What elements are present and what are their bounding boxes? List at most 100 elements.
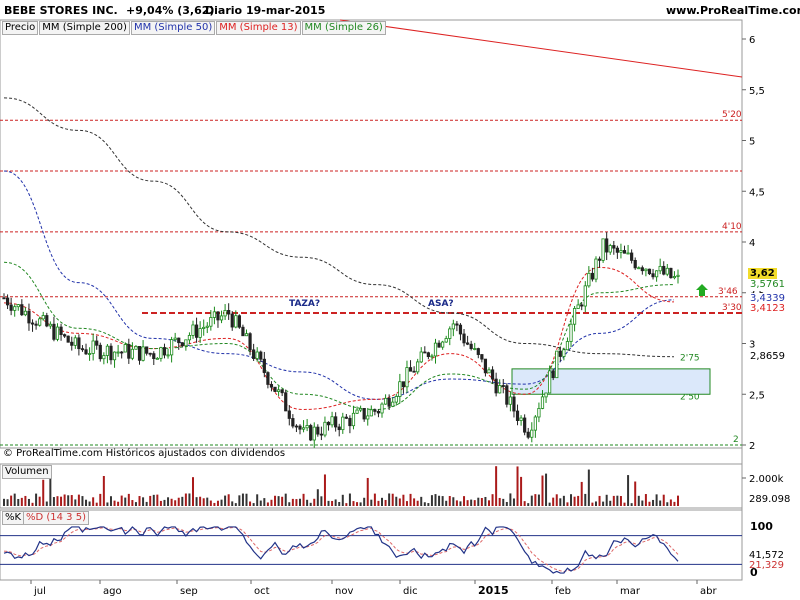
legend-ma26[interactable]: MM (Simple 26) <box>301 21 386 35</box>
volume-bar <box>466 500 469 506</box>
volume-bar <box>20 497 23 506</box>
candle-body <box>134 346 138 350</box>
volume-bar <box>459 501 462 506</box>
volume-bar <box>316 489 319 506</box>
volume-bar <box>159 500 162 506</box>
stoch-k-label[interactable]: %K <box>2 511 25 525</box>
volume-bar <box>31 502 34 506</box>
volume-bar <box>134 502 137 506</box>
volume-bar <box>256 494 259 506</box>
volume-bar <box>448 496 451 506</box>
candle-body <box>259 351 263 360</box>
candle-body <box>423 351 427 354</box>
volume-bar <box>570 494 573 506</box>
candle-body <box>70 341 74 346</box>
candle-body <box>565 341 570 351</box>
candle-body <box>305 425 309 429</box>
candle-body <box>455 323 459 326</box>
candle-body <box>416 361 420 373</box>
candle-body <box>619 250 623 253</box>
volume-bar <box>666 502 669 506</box>
volume-bar <box>373 493 376 506</box>
stoch-k-value: 41,572 <box>749 550 784 561</box>
volume-bar <box>612 495 615 506</box>
candle-body <box>608 245 612 253</box>
volume-bar <box>35 493 38 506</box>
chart-header: BEBE STORES INC. +9,04% (3,62) Diario 19… <box>0 0 800 20</box>
stoch-d-label[interactable]: %D (14 3 5) <box>23 511 89 525</box>
legend-ma50[interactable]: MM (Simple 50) <box>130 21 216 35</box>
volume-bar <box>238 495 241 506</box>
volume-bar <box>202 498 205 506</box>
volume-bar <box>548 502 551 506</box>
candle-body <box>2 297 6 300</box>
candle-body <box>205 325 209 328</box>
candle-body <box>219 315 224 321</box>
volume-bar <box>60 496 63 506</box>
candle-body <box>437 342 441 348</box>
volume-bar <box>655 494 658 506</box>
legend-ma13[interactable]: MM (Simple 13) <box>216 21 301 35</box>
volume-bar <box>338 501 341 506</box>
volume-bar <box>259 500 262 506</box>
candle-body <box>141 346 145 361</box>
volume-bar <box>156 494 159 506</box>
volume-bar <box>288 502 291 506</box>
candle-body <box>52 323 56 340</box>
volume-bar <box>327 500 330 506</box>
stoch-tick-100: 100 <box>750 520 773 533</box>
candle-body <box>148 352 152 355</box>
candle-body <box>291 418 295 427</box>
candle-body <box>209 317 213 327</box>
ma200-badge: 2,8659 <box>748 351 787 363</box>
candle-body <box>544 392 548 398</box>
candle-body <box>55 326 60 340</box>
candle-body <box>145 346 149 354</box>
volume-bar <box>438 495 441 506</box>
candle-body <box>266 372 270 385</box>
volume-bar <box>302 493 305 506</box>
candle-body <box>319 433 323 436</box>
annotation-taza: TAZA? <box>289 299 320 309</box>
x-axis-label: abr <box>700 586 717 597</box>
candle-body <box>45 315 49 327</box>
stoch-k-line <box>3 526 679 574</box>
volume-label[interactable]: Volumen <box>2 465 52 479</box>
candle-body <box>465 342 470 345</box>
candle-body <box>387 397 391 407</box>
candle-body <box>330 416 334 426</box>
candle-body <box>548 370 552 394</box>
level-label: 3'30 <box>722 303 742 313</box>
volume-bar <box>434 494 437 506</box>
legend-price[interactable]: Precio <box>2 21 39 35</box>
volume-bar <box>170 498 173 506</box>
volume-bar <box>545 473 548 506</box>
annotation-asa: ASA? <box>428 299 454 309</box>
legend-ma200[interactable]: MM (Simple 200) <box>39 21 130 35</box>
volume-bar <box>241 493 244 506</box>
volume-bar <box>149 495 152 506</box>
candle-body <box>173 337 177 341</box>
candle-body <box>38 318 42 326</box>
candle-body <box>640 267 644 272</box>
volume-bar <box>398 498 401 506</box>
level-label: 4'10 <box>722 222 742 232</box>
volume-bar <box>452 497 455 506</box>
candle-body <box>612 245 616 249</box>
level-label: 2 <box>733 435 739 445</box>
candle-body <box>473 348 477 350</box>
volume-bar <box>252 503 255 506</box>
candle-body <box>651 273 655 278</box>
volume-bar <box>177 497 180 506</box>
candle-body <box>80 348 85 351</box>
volume-bar <box>541 475 544 506</box>
candle-body <box>605 238 609 253</box>
candle-body <box>441 341 445 348</box>
volume-bar <box>298 498 301 506</box>
candle-body <box>480 354 484 360</box>
candle-body <box>187 335 192 341</box>
y-tick-label: 5,5 <box>749 86 765 97</box>
volume-bar <box>281 496 284 506</box>
volume-bar <box>120 495 123 506</box>
